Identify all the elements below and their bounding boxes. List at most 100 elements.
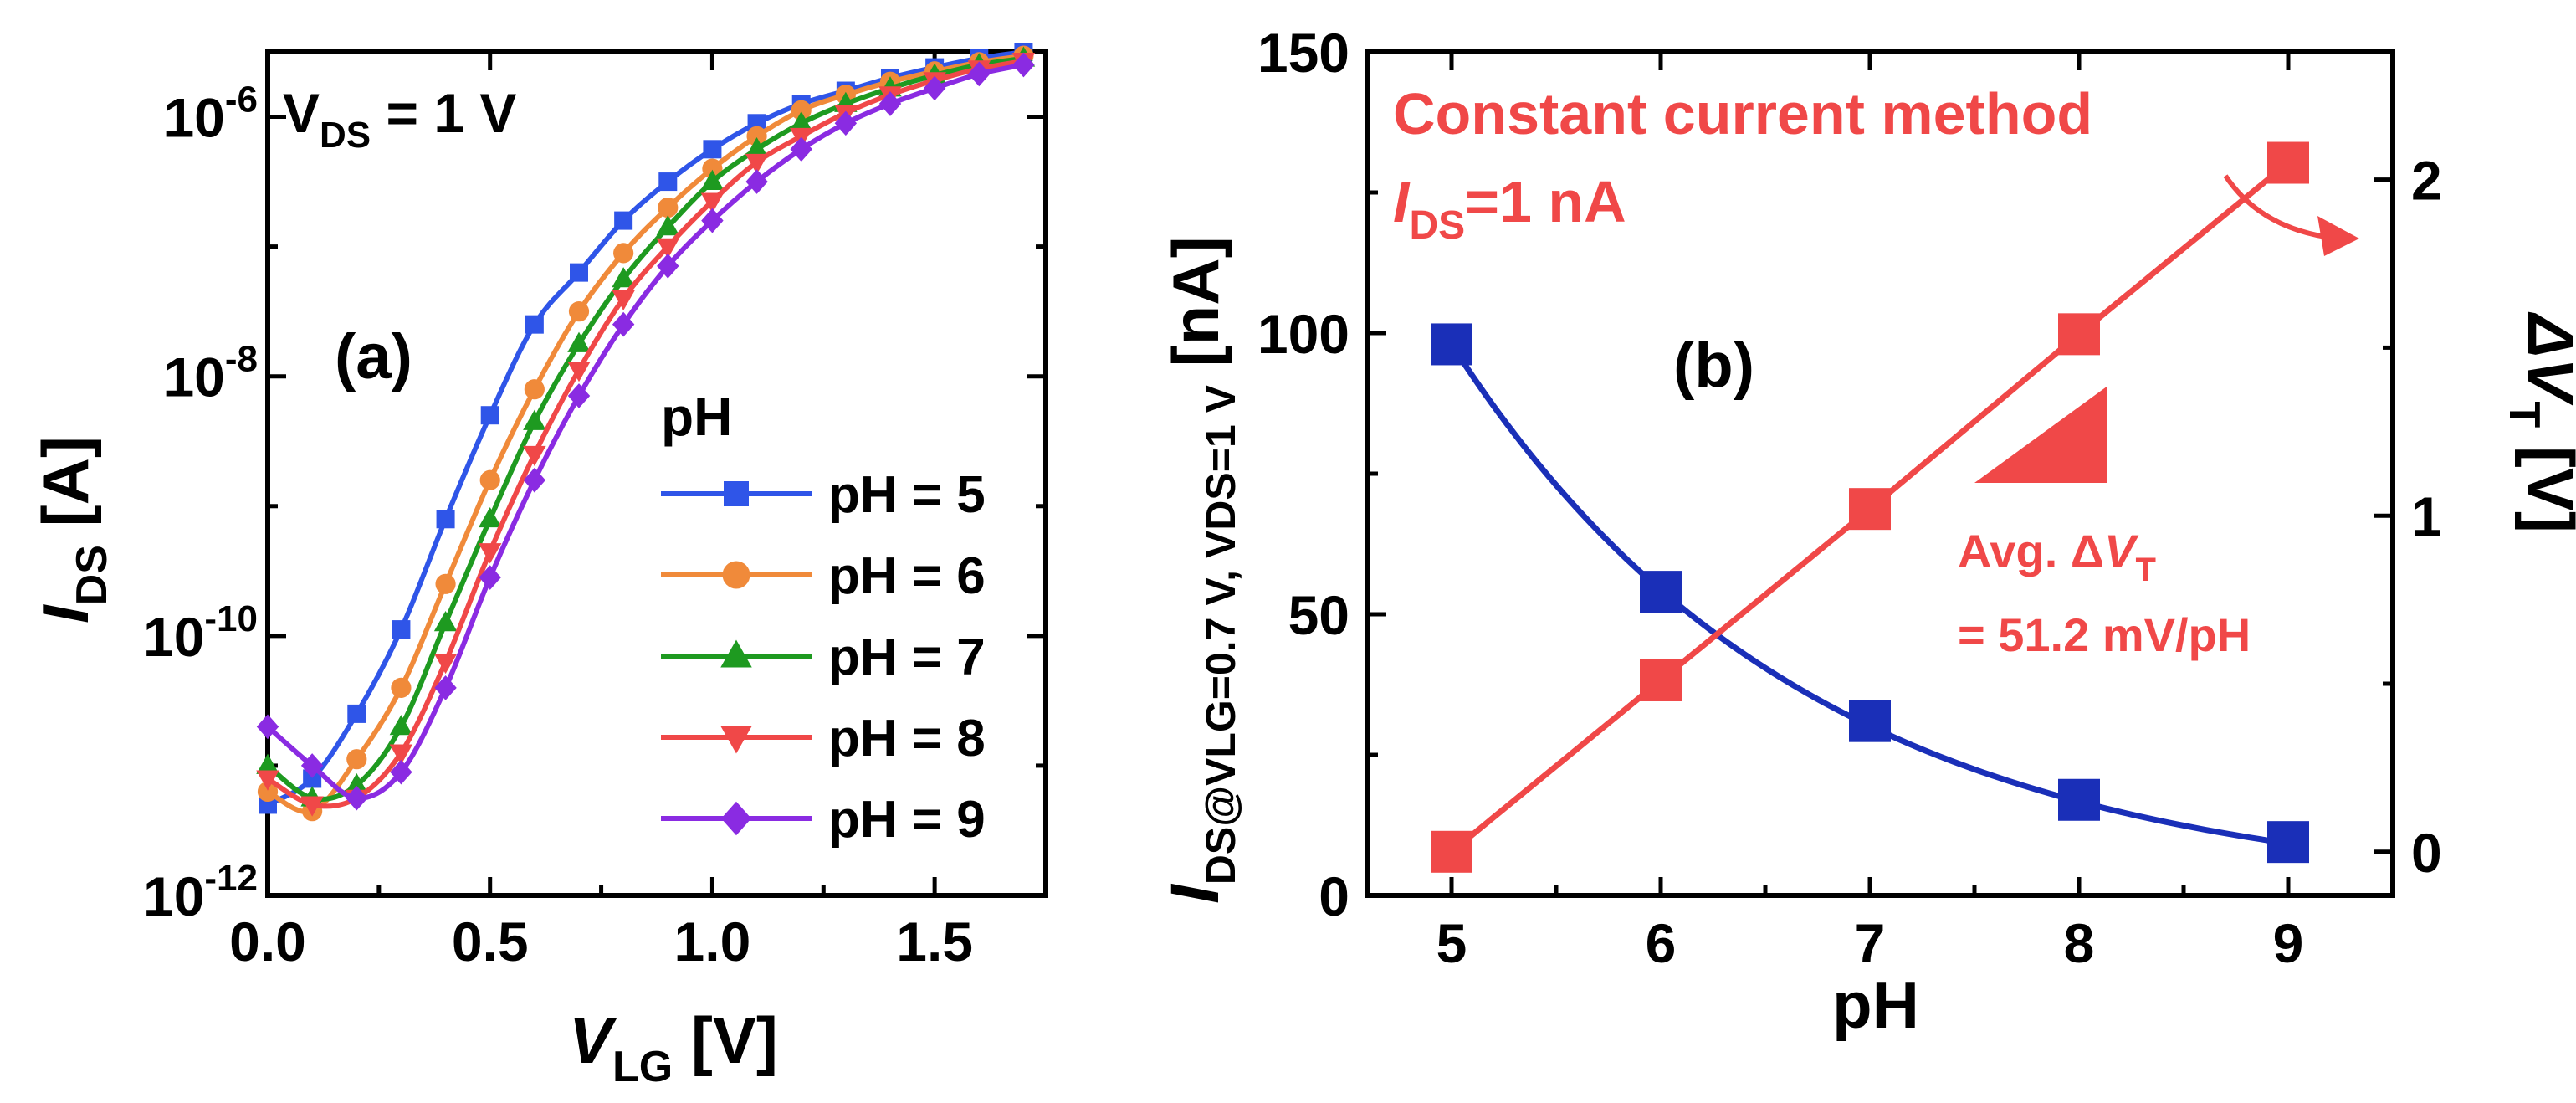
data-point-ph-7 [745, 137, 769, 158]
legend-label-ph-5: pH = 5 [828, 466, 986, 524]
panel-b-x-tick-label: 9 [2273, 912, 2304, 974]
data-point-ph-8 [300, 796, 324, 817]
data-point-ph-9 [346, 785, 368, 811]
data-point-ph-8 [256, 770, 279, 791]
data-point-ph-9 [300, 753, 324, 778]
panel-a-y-tick-labels: 10-12 10-10 10-8 10-6 [143, 80, 258, 927]
legend: pH = 5 pH = 6 pH = 7 pH = 8 pH = 9 [661, 466, 986, 849]
panel-b-x-axis-title: pH [1832, 968, 1919, 1042]
annotation-condition: IDS=1 nA [1393, 169, 1626, 248]
ids-data-point [1849, 700, 1891, 742]
panel-a-label: (a) [335, 321, 412, 392]
data-point-ph-5 [570, 263, 588, 282]
data-point-ph-7 [523, 409, 546, 430]
panel-a-ticks [265, 52, 1046, 898]
delta-vt-data-point [1849, 488, 1891, 531]
panel-a-series [256, 43, 1036, 822]
panel-a-y-tick-label: 10-8 [163, 339, 258, 408]
data-point-ph-6 [791, 100, 812, 121]
panel-b-series [1431, 141, 2309, 873]
data-point-ph-7 [478, 506, 502, 528]
series-line-ph-6 [266, 53, 1024, 815]
series-line-ph-9 [266, 62, 1025, 801]
panel-b-y2-tick-label: 1 [2411, 485, 2442, 547]
data-point-ph-9 [479, 565, 501, 590]
data-point-ph-7 [656, 215, 680, 236]
data-point-ph-5 [392, 620, 411, 639]
data-point-ph-6 [613, 243, 634, 264]
panel-b-x-tick-label: 7 [1855, 912, 1886, 974]
data-point-ph-7 [256, 753, 279, 774]
data-point-ph-9 [390, 759, 412, 785]
legend-label-ph-6: pH = 6 [828, 547, 986, 605]
data-point-ph-9 [834, 110, 858, 136]
data-point-ph-6 [391, 677, 412, 698]
panel-b-y2-axis-title: ΔVT [V] [2500, 311, 2576, 533]
data-point-ph-6 [435, 573, 456, 594]
legend-marker-ph-5 [724, 481, 749, 506]
panel-a-y-tick-label: 10-12 [143, 858, 258, 927]
panel-a-x-tick-label: 0.5 [452, 911, 529, 972]
legend-title: pH [661, 387, 732, 447]
data-point-ph-7 [567, 331, 591, 352]
panel-b-x-tick-labels: 5 6 7 8 9 [1437, 912, 2304, 974]
legend-marker-ph-9 [721, 801, 751, 836]
data-point-ph-8 [478, 543, 502, 564]
right-axis-pointer-arrowhead [2317, 216, 2359, 256]
panel-b-y-tick-label: 100 [1257, 303, 1349, 365]
panel-a-x-tick-labels: 0.0 0.5 1.0 1.5 [229, 911, 973, 972]
panel-a-condition-label: VDS = 1 V [283, 82, 516, 156]
panel-b-label: (b) [1673, 330, 1754, 401]
ids-data-point [2058, 778, 2100, 821]
annotation-avg-delta-vt: Avg. ΔVT [1958, 525, 2156, 588]
panel-b-y2-tick-label: 2 [2411, 150, 2442, 212]
panel-a-y-tick-label: 10-10 [143, 598, 258, 668]
data-point-ph-9 [256, 714, 279, 740]
delta-vt-data-point [1640, 659, 1682, 701]
panel-a-plot-frame [265, 49, 1048, 898]
data-point-ph-7 [789, 110, 813, 132]
panel-b-y-tick-labels: 0 50 100 150 [1257, 22, 1349, 927]
legend-label-ph-7: pH = 7 [828, 628, 986, 686]
ids-fit-line [1449, 342, 2289, 845]
data-point-ph-6 [658, 197, 679, 218]
data-point-ph-8 [656, 238, 680, 259]
data-point-ph-9 [523, 467, 546, 493]
panel-b-x-tick-label: 6 [1646, 912, 1677, 974]
legend-label-ph-9: pH = 9 [828, 791, 986, 849]
panel-a-x-tick-label: 0.0 [229, 911, 306, 972]
panel-a-x-axis-title: VLG [V] [569, 1003, 778, 1091]
series-line-ph-7 [266, 55, 1024, 802]
data-point-ph-9 [701, 208, 724, 233]
data-point-ph-5 [303, 769, 322, 788]
data-point-ph-7 [345, 772, 369, 794]
data-point-ph-7 [389, 715, 413, 736]
delta-vt-data-point [2058, 313, 2100, 356]
data-point-ph-9 [878, 91, 902, 116]
panel-b-ticks [1368, 49, 2393, 898]
panel-b-y-tick-label: 150 [1257, 22, 1349, 84]
panel-a-y-axis-title: IDS [A] [28, 436, 116, 623]
panel-b-x-tick-label: 8 [2064, 912, 2095, 974]
slope-triangle [1974, 387, 2107, 483]
data-point-ph-6 [257, 781, 279, 803]
delta-vt-data-point [1431, 830, 1472, 873]
data-point-ph-5 [525, 315, 544, 334]
panel-b-y2-tick-labels: 0 1 2 [2411, 150, 2442, 884]
data-point-ph-5 [480, 406, 499, 425]
data-point-ph-6 [524, 379, 545, 400]
legend-marker-ph-6 [722, 561, 750, 589]
data-point-ph-5 [658, 172, 678, 192]
data-point-ph-5 [347, 704, 366, 723]
right-axis-pointer-arrow [2223, 174, 2327, 239]
legend-marker-ph-7 [720, 639, 752, 668]
panel-a-chart: 0.0 0.5 1.0 1.5 10-12 10-10 10-8 10-6 VDS = 1 … [28, 43, 1048, 1091]
data-point-ph-9 [923, 75, 946, 101]
panel-a-y-tick-label: 10-6 [163, 80, 258, 149]
panel-b-y-axis-title: IDS@VLG=0.7 V, VDS=1 V [nA] [1157, 236, 1244, 904]
annotation-avg-value: = 51.2 mV/pH [1958, 608, 2251, 661]
data-point-ph-9 [657, 254, 679, 279]
panel-b-y2-tick-label: 0 [2411, 822, 2442, 884]
delta-vt-data-point [2267, 141, 2309, 184]
panel-b-chart: 5 6 7 8 9 0 50 100 150 0 1 2 (b) Constant current… [1157, 22, 2576, 1042]
